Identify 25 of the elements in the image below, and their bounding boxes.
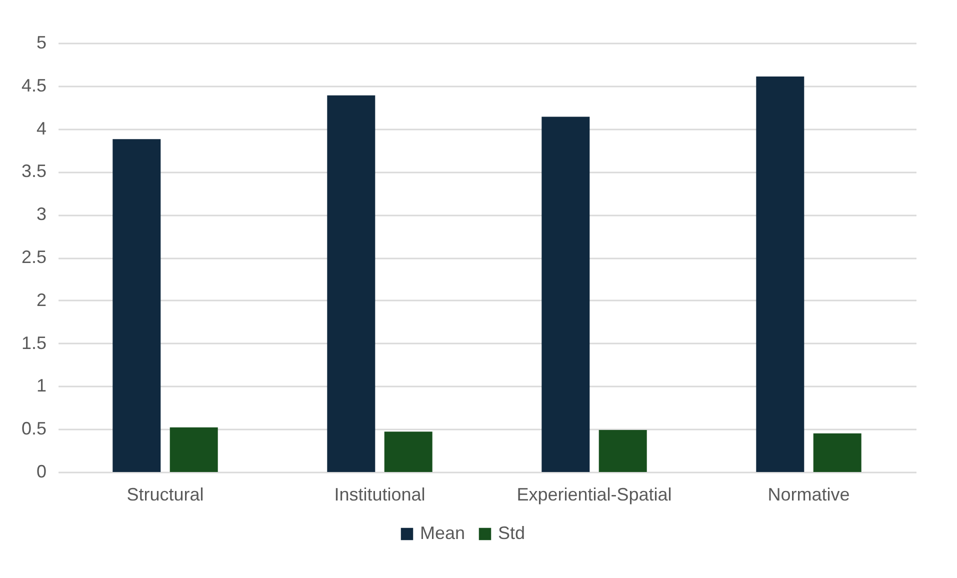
- x-tick-label: Institutional: [334, 484, 426, 504]
- bar: [112, 139, 161, 472]
- bar: [327, 95, 376, 472]
- x-tick-label: Experiential-Spatial: [516, 484, 672, 504]
- y-tick-label: 2.5: [21, 247, 46, 267]
- y-tick-label: 3.5: [21, 161, 46, 182]
- bar: [813, 433, 862, 472]
- x-tick-label: Structural: [126, 484, 204, 504]
- y-tick-label: 4: [36, 118, 46, 138]
- bar: [756, 76, 804, 472]
- bar: [542, 116, 590, 472]
- legend-label: Mean: [420, 523, 466, 543]
- y-tick-label: 5: [36, 32, 46, 52]
- y-tick-label: 3: [36, 204, 46, 224]
- y-tick-label: 0: [36, 462, 46, 482]
- legend-label: Std: [498, 523, 526, 543]
- y-tick-label: 1: [36, 376, 46, 396]
- x-tick-label: Normative: [768, 484, 850, 504]
- y-tick-label: 0.5: [21, 418, 46, 439]
- y-tick-label: 4.5: [21, 75, 46, 96]
- y-tick-label: 1.5: [21, 332, 46, 353]
- bar: [384, 432, 432, 472]
- bar: [170, 427, 218, 472]
- y-tick-label: 2: [36, 290, 46, 310]
- bar: [598, 430, 647, 472]
